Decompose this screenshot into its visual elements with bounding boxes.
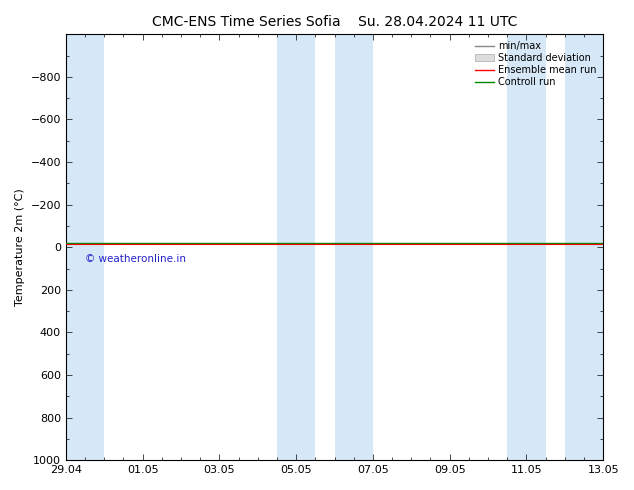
Bar [66, 34, 105, 460]
Bar [277, 34, 315, 460]
Title: CMC-ENS Time Series Sofia    Su. 28.04.2024 11 UTC: CMC-ENS Time Series Sofia Su. 28.04.2024… [152, 15, 517, 29]
Bar [565, 34, 603, 460]
Legend: min/max, Standard deviation, Ensemble mean run, Controll run: min/max, Standard deviation, Ensemble me… [470, 37, 600, 91]
Text: © weatheronline.in: © weatheronline.in [85, 254, 186, 264]
Y-axis label: Temperature 2m (°C): Temperature 2m (°C) [15, 188, 25, 306]
Bar [507, 34, 546, 460]
Bar [335, 34, 373, 460]
